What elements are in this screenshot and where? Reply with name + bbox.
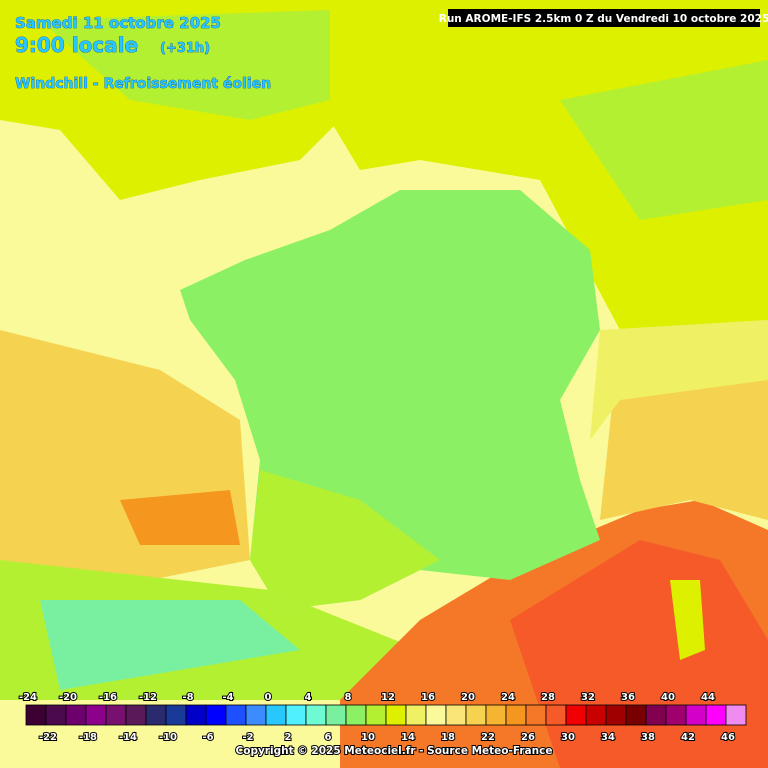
legend-label: -10 xyxy=(159,732,177,743)
legend-swatch xyxy=(105,704,127,726)
land-uk-inner xyxy=(40,10,330,120)
legend-swatch xyxy=(145,704,167,726)
legend-swatch xyxy=(705,704,727,726)
legend-label: 26 xyxy=(521,732,535,743)
legend-swatch xyxy=(565,704,587,726)
legend-swatch xyxy=(525,704,547,726)
date: Samedi 11 octobre 2025 xyxy=(15,14,221,32)
legend-swatch xyxy=(25,704,47,726)
legend-label: 44 xyxy=(701,692,715,703)
legend-label: 2 xyxy=(285,732,292,743)
legend-label: 42 xyxy=(681,732,695,743)
legend-label: -20 xyxy=(59,692,77,703)
color-legend: -24-22-20-18-16-14-12-10-8-6-4-202468101… xyxy=(18,691,747,744)
legend-label: 4 xyxy=(305,692,312,703)
legend-swatch xyxy=(205,704,227,726)
legend-swatch xyxy=(265,704,287,726)
legend-label: 32 xyxy=(581,692,595,703)
legend-label: 0 xyxy=(265,692,272,703)
legend-label: 28 xyxy=(541,692,555,703)
legend-swatch xyxy=(245,704,267,726)
legend-label: -12 xyxy=(139,692,157,703)
legend-swatch xyxy=(165,704,187,726)
legend-label: -8 xyxy=(182,692,193,703)
legend-label: 14 xyxy=(401,732,415,743)
legend-label: 36 xyxy=(621,692,635,703)
legend-label: 8 xyxy=(345,692,352,703)
legend-swatch xyxy=(185,704,207,726)
legend-swatch xyxy=(445,704,467,726)
legend-swatch xyxy=(225,704,247,726)
legend-swatch xyxy=(65,704,87,726)
legend-swatch xyxy=(725,704,747,726)
legend-label: 46 xyxy=(721,732,735,743)
legend-swatch xyxy=(605,704,627,726)
legend-swatch xyxy=(345,704,367,726)
legend-swatch xyxy=(125,704,147,726)
legend-label: 22 xyxy=(481,732,495,743)
legend-label: -22 xyxy=(39,732,57,743)
legend-label: 34 xyxy=(601,732,615,743)
legend-label: 38 xyxy=(641,732,655,743)
legend-swatch xyxy=(85,704,107,726)
legend-label: 24 xyxy=(501,692,515,703)
land-alps xyxy=(590,320,768,440)
copyright: Copyright © 2025 Meteociel.fr - Source M… xyxy=(236,745,553,757)
legend-swatch xyxy=(625,704,647,726)
legend-swatch xyxy=(505,704,527,726)
legend-label: -18 xyxy=(79,732,97,743)
legend-label: -16 xyxy=(99,692,117,703)
legend-label: -14 xyxy=(119,732,137,743)
legend-swatch xyxy=(425,704,447,726)
legend-swatch xyxy=(45,704,67,726)
legend-label: 10 xyxy=(361,732,375,743)
legend-label: -2 xyxy=(242,732,253,743)
land-spain-cool xyxy=(40,600,300,690)
legend-label: -4 xyxy=(222,692,233,703)
lead-time: (+31h) xyxy=(160,41,210,56)
run-box xyxy=(448,9,760,27)
legend-swatch xyxy=(285,704,307,726)
legend-swatch xyxy=(405,704,427,726)
legend-swatch xyxy=(305,704,327,726)
legend-swatch xyxy=(465,704,487,726)
legend-swatch xyxy=(685,704,707,726)
legend-label: 6 xyxy=(325,732,332,743)
legend-label: 20 xyxy=(461,692,475,703)
parameter: Windchill - Refroissement éolien xyxy=(15,76,271,92)
time: 9:00 locale xyxy=(15,33,138,57)
legend-label: 16 xyxy=(421,692,435,703)
legend-swatch xyxy=(545,704,567,726)
legend-label: 12 xyxy=(381,692,395,703)
legend-swatch xyxy=(365,704,387,726)
legend-label: -24 xyxy=(19,692,37,703)
france-southwest xyxy=(250,470,440,610)
legend-swatch xyxy=(325,704,347,726)
legend-label: -6 xyxy=(202,732,213,743)
land-germany xyxy=(560,60,768,220)
legend-swatch xyxy=(485,704,507,726)
legend-label: 40 xyxy=(661,692,675,703)
legend-label: 18 xyxy=(441,732,455,743)
legend-label: 30 xyxy=(561,732,575,743)
run-info: Run AROME-IFS 2.5km 0 Z du Vendredi 10 o… xyxy=(439,13,768,25)
legend-swatch xyxy=(385,704,407,726)
legend-swatch xyxy=(645,704,667,726)
legend-swatch xyxy=(665,704,687,726)
corsica xyxy=(670,580,705,660)
atlantic-warmer xyxy=(120,490,240,545)
legend-swatch xyxy=(585,704,607,726)
